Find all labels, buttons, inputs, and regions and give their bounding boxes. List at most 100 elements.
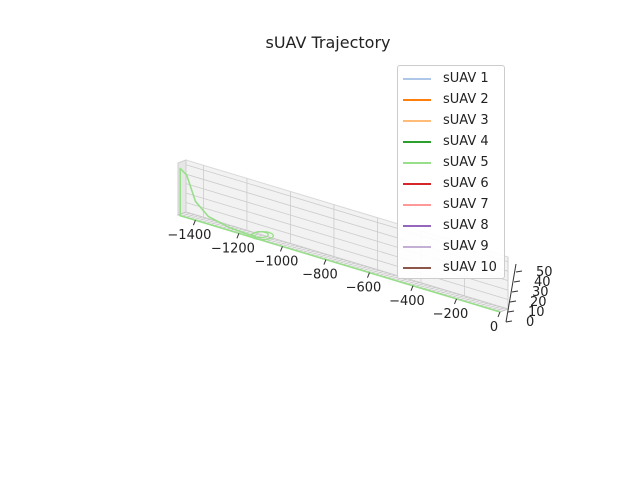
floor-grid-line <box>266 238 275 242</box>
legend-label: sUAV 5 <box>443 155 489 170</box>
floor-grid-line <box>318 254 327 258</box>
legend-item: sUAV 1 <box>403 68 504 89</box>
floor-grid-line <box>495 307 505 312</box>
x-tick <box>323 259 327 265</box>
x-tick-label: 0 <box>490 320 498 335</box>
z-tick-label: 20 <box>530 295 547 310</box>
floor-grid-line <box>270 239 279 244</box>
floor-grid-line <box>499 308 509 313</box>
legend-swatch <box>403 245 431 248</box>
legend-swatch <box>403 161 431 164</box>
floor-grid-line <box>302 249 311 253</box>
trajectory-loop <box>251 231 269 239</box>
floor-grid-line <box>185 214 195 218</box>
legend-swatch <box>403 224 431 227</box>
legend-swatch <box>403 140 431 143</box>
legend-item: sUAV 4 <box>403 131 504 152</box>
floor-grid-line <box>427 286 436 291</box>
legend-item: sUAV 9 <box>403 236 504 257</box>
floor-grid-line <box>359 266 368 270</box>
floor-grid-line <box>423 285 432 290</box>
floor-grid-line <box>346 262 356 267</box>
floor-grid-line <box>403 279 412 284</box>
floor-grid-line <box>290 245 299 250</box>
floor-grid-line <box>415 283 424 287</box>
x-tick-label: −1200 <box>211 241 255 256</box>
x-tick-label: −1400 <box>167 228 211 243</box>
legend-swatch <box>403 77 431 80</box>
floor-grid-line <box>419 284 428 289</box>
z-tick-label: 50 <box>536 265 553 280</box>
trajectory-lines <box>179 167 501 313</box>
floor-grid-line <box>483 303 493 308</box>
x-tick <box>192 220 196 226</box>
floor-grid-line <box>350 263 360 268</box>
legend-label: sUAV 10 <box>443 260 497 275</box>
legend-item: sUAV 10 <box>403 257 504 278</box>
legend-label: sUAV 1 <box>443 71 489 86</box>
floor-grid-line <box>210 221 219 225</box>
legend-label: sUAV 7 <box>443 197 489 212</box>
floor-grid-line <box>177 211 187 216</box>
z-tick <box>507 310 515 313</box>
floor-grid-line <box>354 265 364 269</box>
floor-grid-line <box>463 297 472 302</box>
floor-grid-line <box>407 280 416 285</box>
legend-item: sUAV 3 <box>403 110 504 131</box>
legend-swatch <box>403 266 431 269</box>
x-tick <box>236 233 240 239</box>
z-tick <box>513 280 521 283</box>
floor-grid-line <box>475 301 484 306</box>
floor-grid-line <box>294 246 303 251</box>
x-tick <box>279 246 283 252</box>
floor-grid-line <box>487 305 497 309</box>
legend-label: sUAV 9 <box>443 239 489 254</box>
z-tick <box>509 300 517 303</box>
x-tick <box>410 285 414 291</box>
legend-swatch <box>403 203 431 206</box>
chart-title: sUAV Trajectory <box>265 33 391 52</box>
x-tick-label: −400 <box>389 294 425 309</box>
floor-grid-line <box>455 295 464 299</box>
floor-grid-line <box>193 216 203 221</box>
floor-grid-line <box>431 288 440 292</box>
legend-label: sUAV 4 <box>443 134 489 149</box>
grid-line-z <box>185 202 509 300</box>
z-axis-line <box>505 263 517 323</box>
floor-grid-line <box>435 289 444 293</box>
legend-item: sUAV 8 <box>403 215 504 236</box>
z-tick-label: 0 <box>526 315 534 330</box>
floor-grid-line <box>342 261 352 265</box>
floor-grid-line <box>479 302 488 307</box>
floor-grid-line <box>383 273 392 278</box>
z-tick-label: 30 <box>532 285 549 300</box>
x-tick <box>454 298 457 305</box>
floor-grid-line <box>491 306 501 310</box>
floor-grid-line <box>198 217 207 222</box>
x-tick-label: −800 <box>302 268 338 283</box>
floor-grid-line <box>298 248 307 252</box>
floor-grid-line <box>467 299 476 303</box>
trajectory-line <box>179 167 501 313</box>
floor-grid-line <box>338 260 348 264</box>
floor-grid-line <box>399 278 408 282</box>
legend-swatch <box>403 119 431 122</box>
x-axis-ticks: −1400−1200−1000 −800 −600 −400 −200 0 <box>167 220 501 335</box>
z-tick-label: 10 <box>528 305 545 320</box>
legend-label: sUAV 3 <box>443 113 489 128</box>
floor-grid-line <box>326 256 336 261</box>
floor-grid-line <box>310 251 319 256</box>
legend-label: sUAV 6 <box>443 176 489 191</box>
floor-grid-line <box>330 257 340 262</box>
z-tick <box>505 320 513 323</box>
floor-grid-line <box>222 225 231 229</box>
floor-grid-line <box>189 215 199 219</box>
floor-grid-line <box>447 292 456 297</box>
legend-item: sUAV 5 <box>403 152 504 173</box>
floor-grid-line <box>379 272 388 276</box>
x-tick <box>497 311 501 318</box>
legend-label: sUAV 8 <box>443 218 489 233</box>
floor-grid-line <box>367 268 376 273</box>
floor-grid-line <box>471 300 480 304</box>
